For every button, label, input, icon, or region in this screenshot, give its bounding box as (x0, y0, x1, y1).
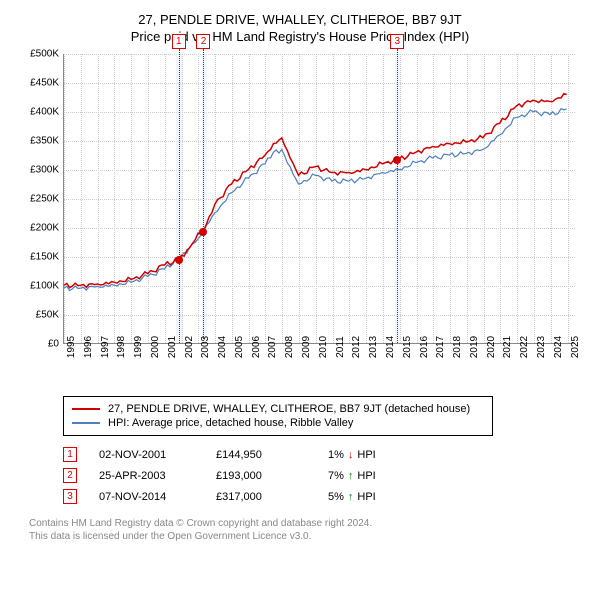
sale-marker-dot (199, 228, 207, 236)
x-axis-label: 2016 (419, 336, 430, 358)
legend-swatch (72, 422, 100, 424)
sale-marker-dot (175, 256, 183, 264)
x-axis-label: 2022 (519, 336, 530, 358)
y-axis-label: £250K (30, 194, 59, 205)
x-axis-label: 2009 (301, 336, 312, 358)
x-axis-label: 2008 (284, 336, 295, 358)
x-axis-label: 2013 (368, 336, 379, 358)
sale-hpi-delta: 7%↑HPI (328, 470, 408, 482)
sale-marker-icon: 1 (63, 447, 77, 462)
sale-date: 02-NOV-2001 (99, 449, 194, 461)
x-axis-label: 2024 (553, 336, 564, 358)
sale-price: £193,000 (216, 470, 306, 482)
y-axis-label: £0 (48, 339, 59, 350)
x-axis-label: 1996 (83, 336, 94, 358)
x-axis-label: 1995 (66, 336, 77, 358)
sale-price: £144,950 (216, 449, 306, 461)
y-axis-label: £100K (30, 281, 59, 292)
sale-hpi-delta: 1%↓HPI (328, 449, 408, 461)
footer-line: This data is licensed under the Open Gov… (29, 530, 585, 543)
arrow-down-icon: ↓ (348, 449, 354, 461)
x-axis-label: 2004 (217, 336, 228, 358)
legend-label: 27, PENDLE DRIVE, WHALLEY, CLITHEROE, BB… (108, 403, 470, 415)
series-line (64, 94, 567, 288)
x-axis-label: 2007 (267, 336, 278, 358)
x-axis-label: 1997 (100, 336, 111, 358)
x-axis-label: 2011 (335, 336, 346, 358)
legend-label: HPI: Average price, detached house, Ribb… (108, 417, 353, 429)
x-axis-label: 2006 (251, 336, 262, 358)
x-axis-label: 2001 (167, 336, 178, 358)
sale-row: 2 25-APR-2003 £193,000 7%↑HPI (63, 465, 585, 486)
chart-subtitle: Price paid vs. HM Land Registry's House … (15, 29, 585, 44)
plot-region: 123 (63, 54, 575, 344)
chart-area: 123 £0 £50K £100K £150K £200K £250K £300K £350K… (15, 54, 585, 384)
x-axis-label: 2021 (502, 336, 513, 358)
footer-line: Contains HM Land Registry data © Crown c… (29, 517, 585, 530)
legend-item: HPI: Average price, detached house, Ribb… (72, 416, 484, 430)
x-axis-label: 2014 (385, 336, 396, 358)
x-axis-label: 2015 (402, 336, 413, 358)
x-axis-label: 2025 (570, 336, 581, 358)
sale-marker-icon: 2 (63, 468, 77, 483)
series-line (64, 109, 567, 291)
sale-date: 07-NOV-2014 (99, 491, 194, 503)
arrow-up-icon: ↑ (348, 491, 354, 503)
arrow-up-icon: ↑ (348, 470, 354, 482)
y-axis-label: £400K (30, 107, 59, 118)
y-axis-label: £200K (30, 223, 59, 234)
footer-attribution: Contains HM Land Registry data © Crown c… (29, 517, 585, 543)
y-axis-label: £300K (30, 165, 59, 176)
sale-row: 1 02-NOV-2001 £144,950 1%↓HPI (63, 444, 585, 465)
legend-item: 27, PENDLE DRIVE, WHALLEY, CLITHEROE, BB… (72, 402, 484, 416)
legend-swatch (72, 408, 100, 410)
x-axis-label: 2019 (469, 336, 480, 358)
legend: 27, PENDLE DRIVE, WHALLEY, CLITHEROE, BB… (63, 396, 493, 436)
chart-container: 27, PENDLE DRIVE, WHALLEY, CLITHEROE, BB… (0, 0, 600, 553)
chart-title: 27, PENDLE DRIVE, WHALLEY, CLITHEROE, BB… (15, 12, 585, 27)
sale-date: 25-APR-2003 (99, 470, 194, 482)
x-axis-label: 2017 (435, 336, 446, 358)
sale-price: £317,000 (216, 491, 306, 503)
y-axis-label: £500K (30, 49, 59, 60)
sale-row: 3 07-NOV-2014 £317,000 5%↑HPI (63, 486, 585, 507)
x-axis-label: 2023 (536, 336, 547, 358)
sale-marker-label: 3 (390, 34, 404, 49)
x-axis-label: 2000 (150, 336, 161, 358)
x-axis-label: 2003 (200, 336, 211, 358)
sales-table: 1 02-NOV-2001 £144,950 1%↓HPI 2 25-APR-2003 £1… (63, 444, 585, 507)
x-axis-label: 2002 (184, 336, 195, 358)
x-axis-label: 2012 (351, 336, 362, 358)
sale-marker-icon: 3 (63, 489, 77, 504)
x-axis-label: 2005 (234, 336, 245, 358)
x-axis-label: 1998 (116, 336, 127, 358)
x-axis-label: 1999 (133, 336, 144, 358)
sale-hpi-delta: 5%↑HPI (328, 491, 408, 503)
y-axis-label: £150K (30, 252, 59, 263)
y-axis-label: £450K (30, 78, 59, 89)
y-axis-label: £50K (36, 310, 59, 321)
x-axis-label: 2010 (318, 336, 329, 358)
y-axis-label: £350K (30, 136, 59, 147)
sale-marker-label: 1 (172, 34, 186, 49)
sale-marker-dot (393, 156, 401, 164)
x-axis-label: 2018 (452, 336, 463, 358)
x-axis-label: 2020 (486, 336, 497, 358)
sale-marker-label: 2 (196, 34, 210, 49)
